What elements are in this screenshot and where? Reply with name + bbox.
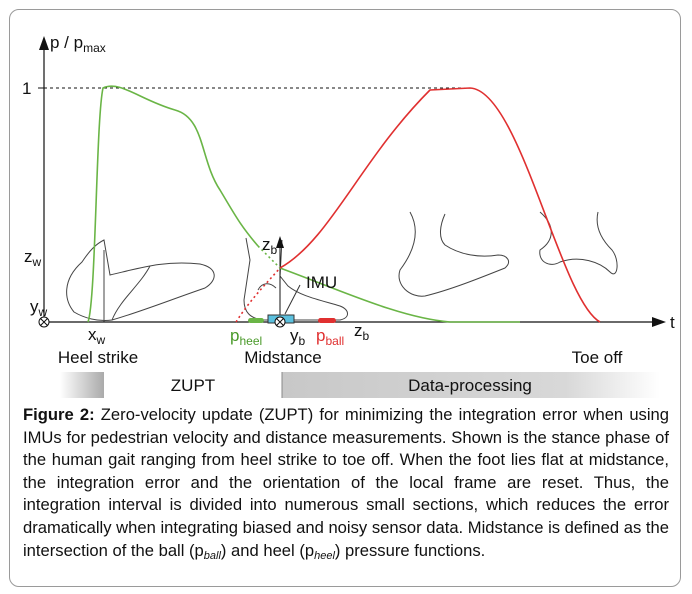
label-part: p: [230, 326, 239, 345]
bar-label: Data-processing: [408, 376, 532, 395]
heel-pressure: [87, 85, 259, 323]
caption-text: Zero-velocity update (ZUPT) for minimizi…: [23, 405, 669, 560]
imu-pointer: [284, 284, 301, 315]
label-part: w: [96, 333, 106, 347]
phase-label: Heel strike: [58, 348, 138, 367]
figure: p / pmax 1 t zw yw xw zb yb zb IMU pheel…: [22, 33, 675, 398]
x-axis-label: t: [670, 313, 675, 332]
label-part: y: [290, 326, 299, 345]
zb-right-label: zb: [354, 321, 370, 343]
imu-label: IMU: [306, 273, 337, 292]
phase-label: Toe off: [572, 348, 623, 367]
heel-sensor: [248, 318, 264, 323]
heel-pressure-dotted: [257, 245, 281, 269]
x-arrow: [652, 317, 666, 327]
xw-label: xw: [88, 325, 106, 347]
phase-label: Midstance: [244, 348, 321, 367]
label-part: b: [299, 334, 306, 348]
p-ball-label: pball: [316, 326, 344, 348]
zb-arrow: [276, 236, 284, 248]
yb-label: yb: [290, 326, 306, 348]
caption: Figure 2: Zero-velocity update (ZUPT) fo…: [23, 404, 669, 562]
bar-label: ZUPT: [171, 376, 215, 395]
label-part: w: [38, 305, 48, 319]
origin-w: [38, 316, 50, 328]
zb-up-label: zb: [262, 235, 278, 257]
label-part: b: [271, 243, 278, 257]
label-part: z: [24, 247, 33, 266]
origin-b: [274, 316, 286, 328]
label-part: y: [30, 297, 39, 316]
caption-text: ) pressure functions.: [334, 540, 486, 560]
label-part: z: [262, 235, 271, 254]
label-part: heel: [239, 334, 262, 348]
y-axis-label: p / pmax: [50, 33, 106, 55]
zw-label: zw: [24, 247, 42, 269]
yw-label: yw: [30, 297, 48, 319]
ball-sensor: [318, 318, 336, 323]
ball-pressure: [279, 87, 601, 323]
caption-sub: ball: [203, 549, 221, 562]
bar-lead: [60, 372, 104, 398]
label-part: p: [316, 326, 325, 345]
caption-text: ) and heel (p: [220, 540, 315, 560]
shoe-sketches: [66, 211, 618, 322]
heel-pressure-tail: [279, 267, 520, 323]
ball-pressure-dotted: [235, 267, 281, 323]
label-part: x: [88, 325, 97, 344]
y-arrow: [39, 36, 49, 50]
label-part: w: [32, 255, 42, 269]
label-part: p / p: [50, 33, 83, 52]
caption-sub: heel: [314, 549, 335, 562]
processing-segment: [282, 372, 660, 398]
y-tick-label: 1: [22, 79, 31, 98]
label-part: ball: [325, 334, 344, 348]
label-part: max: [83, 41, 106, 55]
p-heel-label: pheel: [230, 326, 262, 348]
zupt-segment: [104, 372, 282, 398]
label-part: z: [354, 321, 363, 340]
caption-label: Figure 2:: [23, 405, 95, 424]
label-part: b: [363, 329, 370, 343]
figure-frame: [9, 9, 681, 587]
